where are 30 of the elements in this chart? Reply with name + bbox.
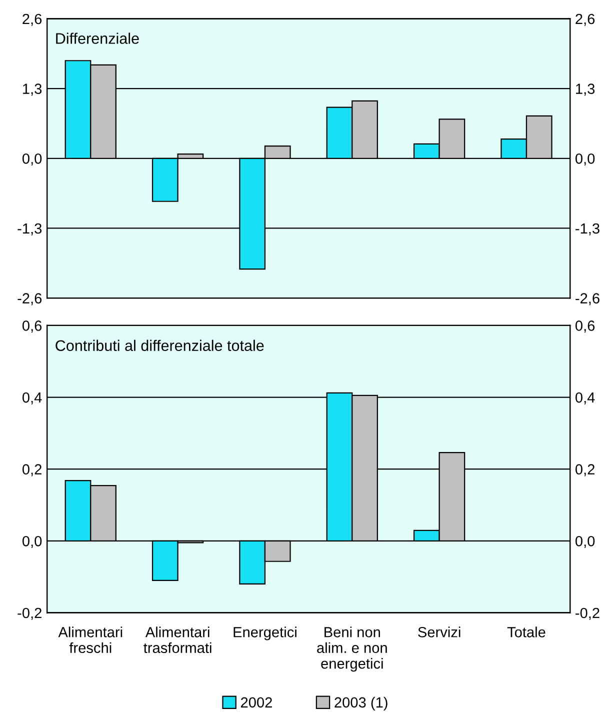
x-tick-label: Beni non alim. e non energetici	[317, 626, 387, 672]
y2-tick-label: -2,6	[576, 293, 600, 306]
y2-tick-label: -1,3	[576, 223, 600, 236]
y-tick-label: 0,4	[22, 392, 42, 404]
y2-tick-label: 0,0	[575, 536, 595, 548]
text: Contributi al differenziale totale	[56, 340, 264, 352]
y2-tick-label: 0,6	[575, 320, 595, 333]
x-tick-label: Alimentari trasformati	[144, 626, 212, 654]
y-tick-label: 0,6	[22, 320, 42, 333]
legend-label: 2002	[240, 697, 272, 708]
y2-tick-label: 0,2	[575, 464, 594, 476]
x-tick-label: Servizi	[418, 626, 460, 638]
x-tick-label: Totale	[507, 626, 546, 638]
y2-tick-label: -0,2	[576, 608, 600, 620]
y2-tick-label: 1,3	[576, 84, 595, 96]
y-tick-label: 0,2	[22, 464, 42, 476]
y-tick-label: 0,0	[22, 536, 42, 548]
y-tick-label: 1,3	[23, 84, 42, 96]
y2-tick-label: 0,4	[575, 392, 595, 404]
x-tick-label: Energetici	[234, 626, 296, 640]
y-tick-label: 0,0	[22, 154, 42, 166]
x-tick-label: Alimentari freschi	[58, 626, 122, 654]
y-tick-label: -1,3	[18, 223, 42, 236]
y-tick-label: -2,6	[18, 293, 42, 306]
y-tick-label: 2,6	[22, 14, 42, 26]
text: Differenziale	[56, 32, 139, 44]
legend-label: 2003 (1)	[334, 696, 388, 710]
y2-tick-label: 0,0	[575, 154, 595, 166]
y2-tick-label: 2,6	[576, 14, 595, 26]
y-tick-label: -0,2	[18, 608, 42, 620]
